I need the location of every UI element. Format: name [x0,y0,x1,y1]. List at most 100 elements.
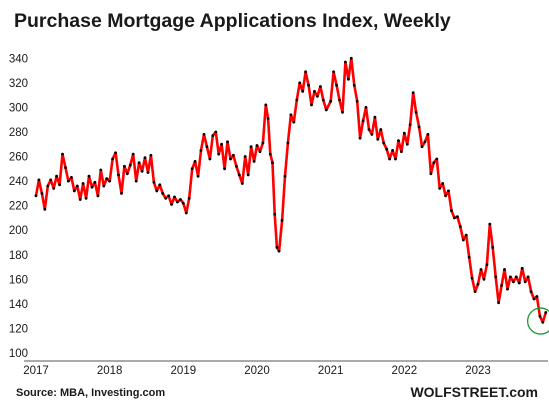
y-tick-label: 300 [9,102,28,114]
data-point [453,216,456,220]
data-point [423,140,427,144]
data-point [184,211,188,215]
data-point [316,94,319,98]
data-point [400,150,403,154]
data-point [140,169,144,173]
data-point [373,115,377,119]
data-point [208,157,212,161]
data-point [491,246,495,249]
data-point [167,194,171,198]
y-tick-label: 160 [9,274,28,286]
data-point [523,280,527,284]
data-point [352,83,356,87]
data-point [143,156,147,160]
data-point [179,198,182,201]
data-point [388,157,391,161]
data-point [161,192,165,195]
data-point [335,83,338,87]
y-tick-label: 100 [9,348,28,360]
data-point [379,128,383,131]
data-point [349,56,353,60]
data-point [223,167,227,171]
y-tick-label: 340 [9,53,28,65]
data-point [93,180,97,184]
data-point [249,145,253,149]
data-point [470,276,474,280]
data-point [301,90,305,93]
data-point [411,91,415,95]
data-point [376,137,380,141]
data-point [211,134,215,138]
data-point [512,280,515,284]
data-point [391,149,394,152]
data-point [273,212,277,216]
data-point [364,106,368,109]
data-point [485,263,489,266]
data-point [494,275,498,279]
data-point [397,139,400,143]
data-point [235,164,238,168]
data-point [500,284,503,287]
data-point [347,77,350,81]
data-point [541,320,545,324]
data-point [473,290,477,293]
data-point [131,152,135,156]
data-point [187,196,191,200]
data-point [370,133,374,136]
y-tick-label: 240 [9,176,28,188]
data-point [264,103,268,107]
data-point [544,311,548,314]
data-point [214,130,218,134]
data-point [435,157,439,161]
data-point [295,98,299,102]
data-point [52,187,56,190]
y-tick-label: 200 [9,225,28,237]
data-point [414,110,418,114]
y-axis: 100 120 140 160 180 200 220 240 260 280 300 320 340 [9,53,28,360]
data-point [271,161,274,165]
data-point [332,70,335,74]
data-point [246,173,250,177]
data-point [277,249,281,253]
data-point [84,196,88,200]
data-point [217,152,221,156]
data-point [67,179,70,183]
data-point [482,277,486,281]
data-point [120,192,123,195]
data-point [417,125,421,129]
data-point [70,176,73,179]
data-point [155,189,159,193]
plot-area [34,56,549,335]
data-point [355,99,359,103]
data-point [361,119,365,123]
data-point [105,177,109,181]
data-point [321,98,325,102]
data-point [111,157,114,161]
data-point [450,209,453,213]
data-point [46,184,50,188]
data-point [438,187,442,190]
data-point [526,275,530,279]
data-point [420,145,424,149]
data-point [280,219,284,222]
y-tick-label: 320 [9,78,28,90]
data-point [405,142,409,146]
highlight-circle [526,307,549,335]
data-point [464,233,468,237]
brand-label: WOLFSTREET.com [410,384,538,400]
data-point [447,189,450,193]
y-tick-label: 180 [9,250,28,262]
data-point [237,173,241,177]
data-point [193,160,197,163]
y-tick-label: 120 [9,323,28,335]
data-point [102,184,106,188]
data-point [64,166,67,170]
data-point [125,172,129,176]
data-point [61,152,64,156]
data-point [170,203,174,206]
data-point [319,85,322,88]
data-point [196,174,200,178]
data-point [385,147,389,151]
x-tick-label: 2023 [465,365,491,377]
data-point [152,180,156,184]
